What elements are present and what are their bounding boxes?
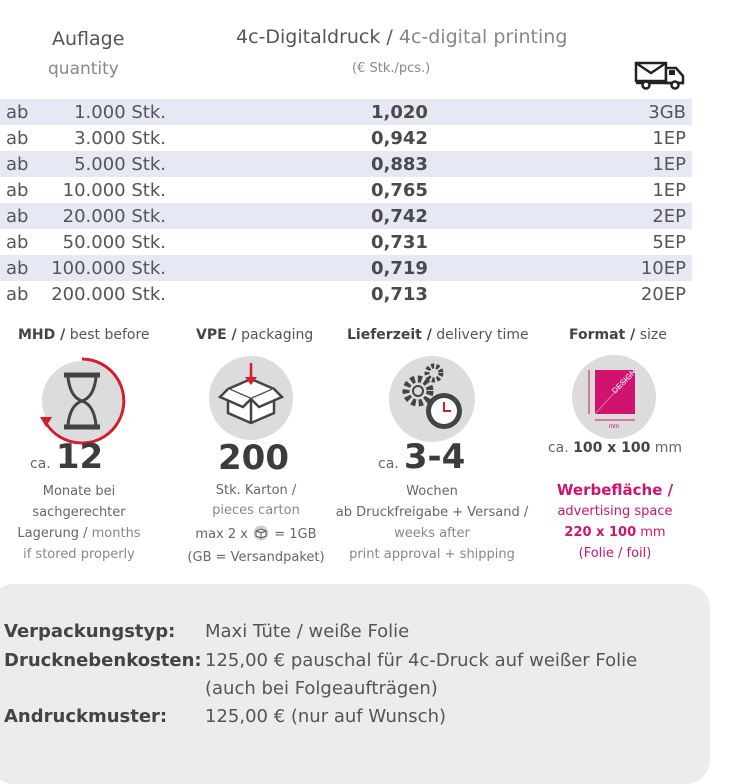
shipping-cell: 3GB xyxy=(648,102,686,123)
shipping-cell: 1EP xyxy=(652,180,686,201)
shipping-cell: 20EP xyxy=(640,284,686,305)
delivery-heading: Lieferzeit / delivery time xyxy=(347,327,529,343)
quantity-cell: 3.000 Stk. xyxy=(74,128,166,149)
shipping-cell: 1EP xyxy=(652,128,686,149)
delivery-description: Wochen ab Druckfreigabe + Versand / week… xyxy=(335,484,529,562)
quantity-cell: 50.000 Stk. xyxy=(62,232,166,253)
table-row: ab 100.000 Stk. 0,719 10EP xyxy=(0,255,692,281)
table-row: ab 5.000 Stk. 0,883 1EP xyxy=(0,151,692,177)
shipping-cell: 5EP xyxy=(652,232,686,253)
format-design-icon: DESIGN mm xyxy=(571,354,657,444)
advertising-space: Werbefläche / advertising space 220 x 10… xyxy=(556,481,674,561)
table-row: ab 1.000 Stk. 1,020 3GB xyxy=(0,99,692,125)
shipping-cell: 2EP xyxy=(652,206,686,227)
mhd-value: ca. 12 xyxy=(30,437,104,477)
price-cell: 0,719 xyxy=(371,258,428,279)
print-cost-label: Drucknebenkosten: xyxy=(4,650,202,671)
small-box-icon xyxy=(252,525,270,548)
table-row: ab 10.000 Stk. 0,765 1EP xyxy=(0,177,692,203)
truck-envelope-icon xyxy=(634,60,686,94)
proof-label: Andruckmuster: xyxy=(4,706,168,727)
ab-label: ab xyxy=(6,258,29,279)
gears-clock-icon xyxy=(388,355,476,447)
ab-label: ab xyxy=(6,180,29,201)
price-cell: 0,883 xyxy=(371,154,428,175)
format-heading: Format / size xyxy=(569,327,667,343)
packaging-type-label: Verpackungstyp: xyxy=(4,621,176,642)
ab-label: ab xyxy=(6,232,29,253)
table-row: ab 3.000 Stk. 0,942 1EP xyxy=(0,125,692,151)
ab-label: ab xyxy=(6,128,29,149)
quantity-cell: 5.000 Stk. xyxy=(74,154,166,175)
ab-label: ab xyxy=(6,102,29,123)
proof-value: 125,00 € (nur auf Wunsch) xyxy=(205,706,447,727)
print-header-en: 4c-digital printing xyxy=(398,26,568,48)
svg-text:mm: mm xyxy=(609,424,619,430)
box-icon xyxy=(208,355,294,445)
price-cell: 0,713 xyxy=(371,284,428,305)
ab-label: ab xyxy=(6,154,29,175)
mhd-description: Monate bei sachgerechter Lagerung / mont… xyxy=(17,484,141,562)
hourglass-icon xyxy=(36,355,128,451)
ab-label: ab xyxy=(6,206,29,227)
price-cell: 1,020 xyxy=(371,102,428,123)
quantity-header-en: quantity xyxy=(48,59,119,79)
print-cost-note: (auch bei Folgeaufträgen) xyxy=(205,678,438,699)
table-row: ab 20.000 Stk. 0,742 2EP xyxy=(0,203,692,229)
price-cell: 0,731 xyxy=(371,232,428,253)
table-row: ab 200.000 Stk. 0,713 20EP xyxy=(0,281,692,307)
shipping-cell: 10EP xyxy=(640,258,686,279)
quantity-header-de: Auflage xyxy=(52,28,125,50)
vpe-value: 200 xyxy=(218,438,289,478)
quantity-cell: 20.000 Stk. xyxy=(62,206,166,227)
quantity-cell: 100.000 Stk. xyxy=(51,258,166,279)
quantity-cell: 200.000 Stk. xyxy=(51,284,166,305)
mhd-heading: MHD / best before xyxy=(18,327,150,343)
print-cost-value: 125,00 € pauschal für 4c-Druck auf weiße… xyxy=(205,650,638,671)
table-row: ab 50.000 Stk. 0,731 5EP xyxy=(0,229,692,255)
vpe-heading: VPE / packaging xyxy=(196,327,314,343)
shipping-cell: 1EP xyxy=(652,154,686,175)
quantity-cell: 10.000 Stk. xyxy=(62,180,166,201)
packaging-type-value: Maxi Tüte / weiße Folie xyxy=(205,621,410,642)
price-unit: (€ Stk./pcs.) xyxy=(352,61,431,76)
print-header: 4c-Digitaldruck / 4c-digital printing xyxy=(236,26,567,48)
vpe-description: Stk. Karton / pieces carton max 2 x = 1G… xyxy=(187,483,325,565)
price-cell: 0,765 xyxy=(371,180,428,201)
details-panel xyxy=(0,584,710,784)
price-cell: 0,742 xyxy=(371,206,428,227)
delivery-value: ca. 3-4 xyxy=(378,437,466,477)
quantity-cell: 1.000 Stk. xyxy=(74,102,166,123)
price-cell: 0,942 xyxy=(371,128,428,149)
format-size: ca. 100 x 100 mm xyxy=(547,440,683,456)
ab-label: ab xyxy=(6,284,29,305)
print-header-de: 4c-Digitaldruck / xyxy=(236,26,393,48)
